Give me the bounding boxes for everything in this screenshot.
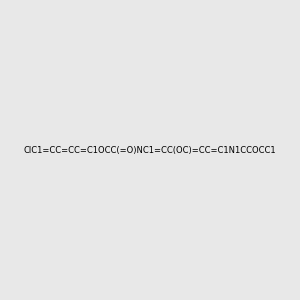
Text: ClC1=CC=CC=C1OCC(=O)NC1=CC(OC)=CC=C1N1CCOCC1: ClC1=CC=CC=C1OCC(=O)NC1=CC(OC)=CC=C1N1CC… bbox=[24, 146, 276, 154]
